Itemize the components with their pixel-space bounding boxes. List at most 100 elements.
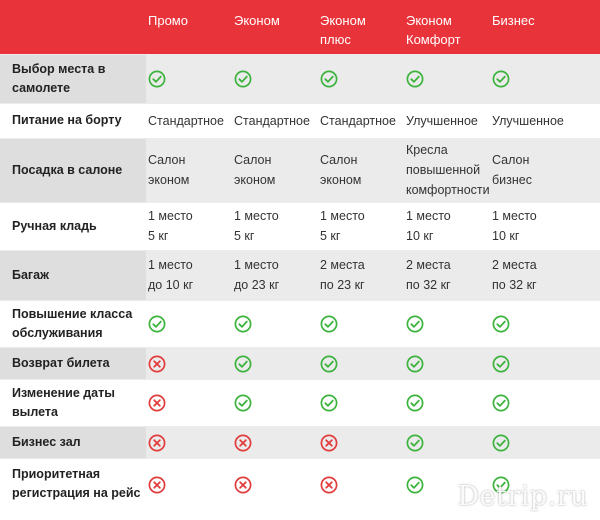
table-cell: Стандартное: [232, 102, 318, 138]
cross-circle-icon: [234, 476, 252, 494]
table-cell: 1 место до 23 кг: [232, 249, 318, 300]
check-circle-icon: [148, 315, 166, 333]
table-cell: 1 место 5 кг: [146, 201, 232, 250]
row-label: Посадка в салоне: [0, 137, 146, 202]
fare-header: Эконом Комфорт: [406, 13, 461, 47]
check-circle-icon: [320, 315, 338, 333]
cell-value: Салон эконом: [320, 153, 362, 187]
cell-value: 1 место до 10 кг: [148, 258, 194, 292]
table-cell: [318, 457, 404, 510]
row-label: Питание на борту: [0, 102, 146, 138]
check-circle-icon: [320, 355, 338, 373]
fare-header: Промо: [148, 13, 188, 28]
table-cell: 2 места по 23 кг: [318, 249, 404, 300]
table-cell: [232, 299, 318, 347]
table-cell: [490, 53, 600, 103]
table-cell: 1 место 10 кг: [404, 201, 490, 250]
table-cell: 2 места по 32 кг: [490, 249, 600, 300]
table-cell: [404, 425, 490, 458]
cell-value: 1 место 5 кг: [234, 209, 279, 243]
table-cell: [404, 457, 490, 510]
cross-circle-icon: [148, 476, 166, 494]
cell-value: Стандартное: [320, 113, 396, 128]
table-row: Бизнес зал: [0, 425, 600, 458]
watermark: Detrip.ru: [457, 481, 588, 512]
cell-value: Салон эконом: [234, 153, 276, 187]
row-label: Повышение класса обслуживания: [0, 299, 146, 347]
table-row: Посадка в салоне Салон эконом Салон эконом…: [0, 137, 600, 202]
table-cell: [146, 299, 232, 347]
row-label: Выбор места в самолете: [0, 53, 146, 103]
table-cell: 1 место 5 кг: [318, 201, 404, 250]
check-circle-icon: [320, 394, 338, 412]
table-cell: [404, 378, 490, 426]
table-cell: Улучшенное: [404, 102, 490, 138]
header-corner: [0, 0, 146, 54]
cell-value: 1 место 5 кг: [320, 209, 365, 243]
row-label: Изменение даты вылета: [0, 378, 146, 426]
check-circle-icon: [406, 434, 424, 452]
cross-circle-icon: [148, 394, 166, 412]
table-cell: 1 место 10 кг: [490, 201, 600, 250]
check-circle-icon: [320, 70, 338, 88]
table-row: Питание на борту Стандартное Стандартное Ст…: [0, 102, 600, 138]
table-cell: [318, 346, 404, 379]
table-cell: [490, 346, 600, 379]
check-circle-icon: [406, 394, 424, 412]
cell-value: 2 места по 23 кг: [320, 258, 365, 292]
table-cell: 2 места по 32 кг: [404, 249, 490, 300]
check-circle-icon: [492, 355, 510, 373]
table-cell: Кресла повышенной комфортности: [404, 137, 490, 202]
cell-value: Улучшенное: [406, 113, 478, 128]
table-cell: [490, 457, 600, 510]
cross-circle-icon: [234, 434, 252, 452]
table-cell: [404, 53, 490, 103]
check-circle-icon: [406, 355, 424, 373]
table-row: Багаж 1 место до 10 кг 1 место до 23 кг 2 м…: [0, 249, 600, 300]
cell-value: Салон бизнес: [492, 153, 532, 187]
table-cell: [146, 425, 232, 458]
table-cell: 1 место 5 кг: [232, 201, 318, 250]
table-cell: [490, 299, 600, 347]
check-circle-icon: [148, 70, 166, 88]
check-circle-icon: [406, 476, 424, 494]
table-cell: [232, 53, 318, 103]
table-cell: [404, 346, 490, 379]
cell-value: Стандартное: [148, 113, 224, 128]
table-cell: 1 место до 10 кг: [146, 249, 232, 300]
table-cell: [146, 378, 232, 426]
row-label: Приоритетная регистрация на рейс: [0, 457, 146, 510]
table-cell: Улучшенное: [490, 102, 600, 138]
check-circle-icon: [234, 394, 252, 412]
table-cell: [318, 299, 404, 347]
check-circle-icon: [492, 315, 510, 333]
table-cell: [490, 425, 600, 458]
table-cell: [404, 299, 490, 347]
cell-value: 2 места по 32 кг: [406, 258, 451, 292]
table-row: Повышение класса обслуживания: [0, 299, 600, 347]
fare-header: Эконом: [234, 13, 280, 28]
cell-value: Кресла повышенной комфортности: [406, 143, 490, 197]
check-circle-icon: [406, 315, 424, 333]
check-circle-icon: [492, 394, 510, 412]
table-cell: [146, 53, 232, 103]
table-cell: Салон эконом: [146, 137, 232, 202]
table-row: Приоритетная регистрация на рейс: [0, 457, 600, 510]
table-cell: [146, 346, 232, 379]
row-label: Возврат билета: [0, 346, 146, 379]
cell-value: 2 места по 32 кг: [492, 258, 537, 292]
row-label: Ручная кладь: [0, 201, 146, 250]
table-cell: [232, 378, 318, 426]
table-cell: Салон эконом: [318, 137, 404, 202]
cross-circle-icon: [320, 476, 338, 494]
table-cell: [232, 346, 318, 379]
table-cell: Салон эконом: [232, 137, 318, 202]
cross-circle-icon: [320, 434, 338, 452]
table-body: Выбор места в самолете Питание на борту Ст…: [0, 53, 600, 510]
cross-circle-icon: [148, 355, 166, 373]
check-circle-icon: [492, 70, 510, 88]
header-row: Промо Эконом Эконом плюс Эконом Комфорт …: [0, 0, 600, 54]
table-cell: [146, 457, 232, 510]
cell-value: Стандартное: [234, 113, 310, 128]
